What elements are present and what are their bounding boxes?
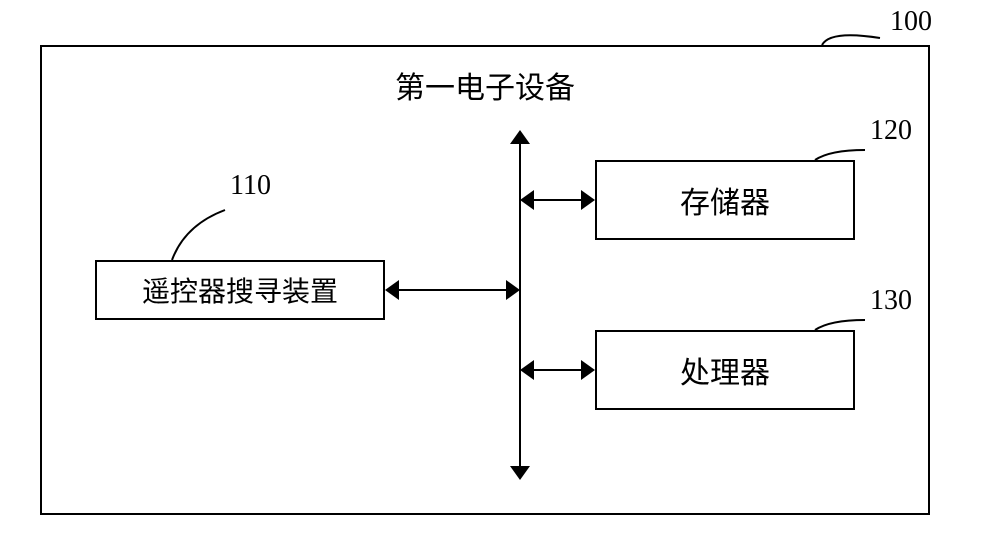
remote-search-label: 遥控器搜寻装置 [142,270,338,310]
memory-block: 存储器 [595,160,855,240]
diagram-canvas: 第一电子设备 100 遥控器搜寻装置 110 存储器 120 处理器 130 [0,0,1000,550]
processor-block-id-label: 130 [870,285,912,317]
remote-block-id-label: 110 [230,170,271,202]
memory-block-id-label: 120 [870,115,912,147]
processor-label: 处理器 [680,348,770,392]
remote-search-block: 遥控器搜寻装置 [95,260,385,320]
memory-label: 存储器 [680,178,770,222]
outer-block-title: 第一电子设备 [395,63,575,107]
outer-block-id-label: 100 [890,6,932,38]
processor-block: 处理器 [595,330,855,410]
